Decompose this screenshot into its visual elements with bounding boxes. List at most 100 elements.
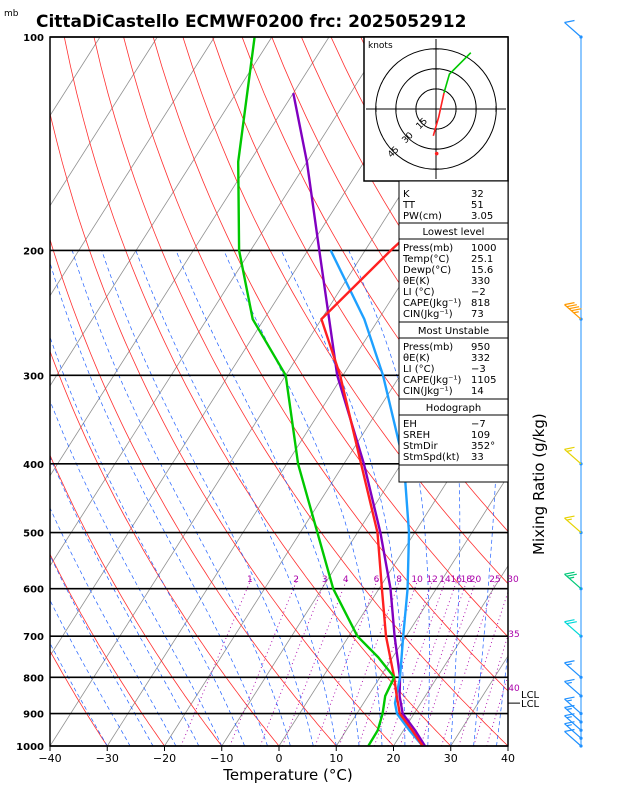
mixing-ratio-label: 10 — [411, 575, 423, 585]
isotherm — [50, 37, 158, 207]
mixing-ratio-line — [420, 578, 478, 746]
hodograph-trace-low — [432, 92, 445, 137]
mixing-ratio-label: 30 — [507, 575, 519, 585]
virtual-temperature-line — [292, 92, 427, 746]
x-axis-title: Temperature (°C) — [222, 766, 352, 784]
barb-feather — [564, 571, 575, 575]
wind-barb — [564, 619, 583, 638]
index-value: 3.05 — [471, 211, 493, 222]
barb-feather — [566, 449, 572, 452]
mixing-ratio-label: 18 — [461, 575, 473, 585]
barb-feather — [564, 678, 575, 683]
hodograph-param-name: SREH — [403, 430, 430, 441]
dry-adiabat — [50, 650, 108, 746]
barb-feather — [566, 304, 577, 308]
lowest-level-value: −2 — [471, 287, 486, 298]
lowest-level-name: Press(mb) — [403, 243, 453, 254]
hodograph-param-value: 352° — [471, 441, 495, 452]
most-unstable-name: CIN(Jkg⁻¹) — [403, 386, 453, 397]
temperature-tick-label: 40 — [501, 752, 515, 765]
temperature-tick-label: 30 — [444, 752, 458, 765]
hodograph-trace-high — [443, 52, 472, 94]
hodograph-param-value: 109 — [471, 430, 490, 441]
lowest-level-name: Temp(°C) — [402, 254, 450, 265]
mixing-ratio-line — [387, 578, 447, 746]
dry-adiabat — [568, 37, 618, 746]
lcl-label: LCL — [521, 699, 540, 710]
temperature-line — [320, 141, 508, 746]
mixing-ratio-label: 20 — [470, 575, 482, 585]
isotherm — [393, 565, 508, 746]
most-unstable-value: 950 — [471, 342, 490, 353]
isotherm — [50, 37, 215, 297]
temperature-tick-label: 0 — [276, 752, 283, 765]
lcl-label: LCL — [521, 690, 540, 701]
lowest-level-value: 15.6 — [471, 265, 493, 276]
moist-adiabat — [135, 250, 337, 746]
barb-feather — [566, 621, 577, 625]
mixing-ratio-line — [486, 674, 508, 746]
panel-frame — [398, 180, 509, 483]
moist-adiabat — [71, 250, 291, 746]
dry-adiabat — [509, 37, 618, 746]
hodograph-unit-label: knots — [368, 41, 393, 51]
barb-feather — [564, 728, 575, 733]
pressure-tick-label: 700 — [23, 632, 44, 643]
barb-feather — [566, 663, 572, 666]
isotherm — [507, 745, 508, 746]
barb-feather — [569, 306, 580, 310]
hodograph-param-name: EH — [403, 419, 417, 430]
lowest-level-value: 330 — [471, 276, 490, 287]
temperature-tick-label: −10 — [210, 752, 233, 765]
barb-feather — [564, 446, 575, 450]
index-value: 32 — [471, 189, 484, 200]
pressure-tick-label: 800 — [23, 673, 44, 684]
moist-adiabat — [223, 250, 383, 746]
dry-adiabat — [123, 37, 508, 692]
barb-feather — [564, 721, 575, 725]
pressure-tick-label: 900 — [23, 710, 44, 721]
index-name: TT — [402, 200, 416, 211]
wind-barb — [564, 660, 583, 679]
mixing-ratio-label: 12 — [426, 575, 437, 585]
mixing-ratio-line — [440, 578, 497, 746]
index-value: 51 — [471, 200, 484, 211]
most-unstable-header: Most Unstable — [418, 326, 489, 337]
moist-adiabat — [50, 599, 131, 746]
temperature-tick-label: −20 — [153, 752, 176, 765]
chart-title: CittaDiCastello ECMWF0200 frc: 202505291… — [36, 12, 466, 32]
lowest-level-name: Dewp(°C) — [403, 265, 451, 276]
wind-barb — [564, 678, 583, 698]
isotherm — [50, 37, 273, 387]
index-name: PW(cm) — [403, 211, 442, 222]
most-unstable-name: LI (°C) — [403, 364, 435, 375]
mixing-ratio-label: 2 — [293, 575, 299, 585]
dewpoint-line — [237, 37, 396, 746]
isotherm — [50, 37, 330, 477]
mixing-ratio-line — [180, 578, 252, 746]
mixing-ratio-label: 3 — [322, 575, 328, 585]
mixing-ratio-label: 4 — [343, 575, 349, 585]
barb-feather — [564, 302, 575, 306]
temperature-tick-label: −30 — [96, 752, 119, 765]
storm-motion-marker — [434, 151, 439, 156]
mixing-ratio-axis-title: Mixing Ratio (g/kg) — [530, 413, 548, 555]
wind-barb — [564, 721, 583, 740]
dry-adiabat — [182, 37, 508, 585]
barb-feather — [564, 19, 575, 24]
lowest-level-value: 818 — [471, 298, 490, 309]
lowest-level-value: 73 — [471, 309, 484, 320]
temperature-tick-label: 10 — [329, 752, 343, 765]
hodograph-param-value: −7 — [471, 419, 486, 430]
pressure-tick-label: 1000 — [16, 742, 44, 753]
mixing-ratio-line — [458, 590, 508, 746]
barb-feather — [566, 573, 577, 577]
dry-adiabat — [50, 350, 280, 746]
dry-adiabat — [93, 37, 508, 746]
pressure-tick-label: 300 — [23, 371, 44, 382]
hodograph-param-value: 33 — [471, 452, 484, 463]
barb-feather — [566, 716, 572, 719]
dry-adiabat — [50, 111, 394, 746]
wind-barb — [564, 302, 583, 321]
